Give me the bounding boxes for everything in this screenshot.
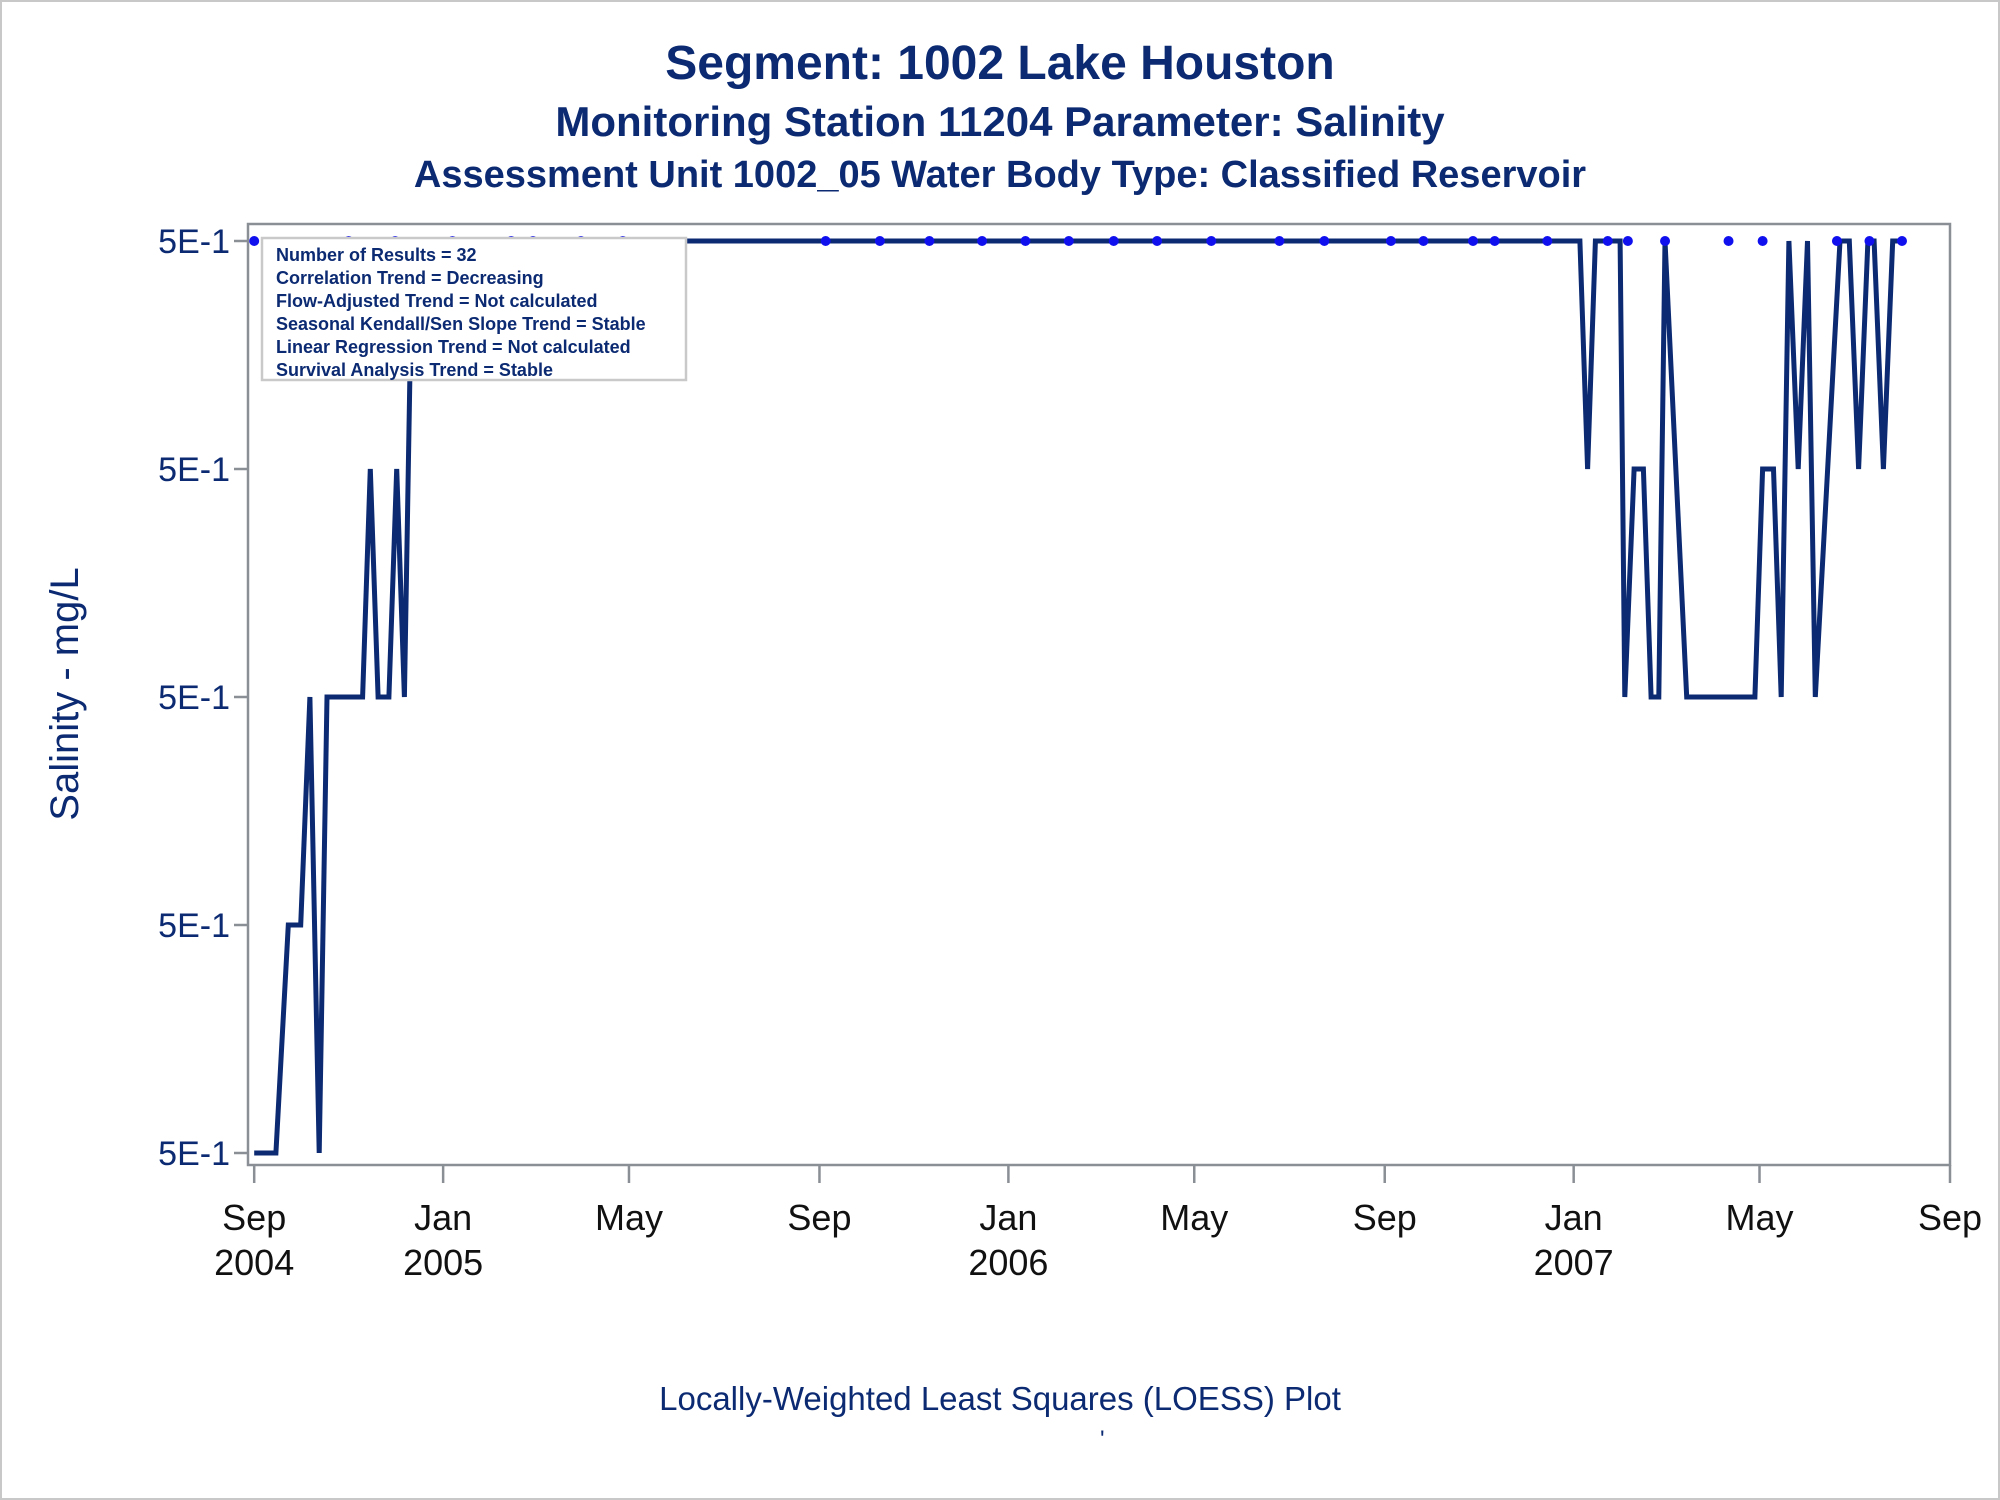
x-tick-label: May <box>1160 1197 1228 1238</box>
salinity-line <box>254 238 1902 1156</box>
x-tick-year-label: 2007 <box>1534 1242 1614 1283</box>
data-point <box>1385 236 1396 246</box>
stats-line: Correlation Trend = Decreasing <box>276 268 544 288</box>
footnote: Locally-Weighted Least Squares (LOESS) P… <box>659 1380 1341 1417</box>
data-point <box>977 236 988 246</box>
x-tick-label: Jan <box>1545 1197 1603 1238</box>
data-point <box>1468 236 1479 246</box>
data-point <box>1319 236 1330 246</box>
y-tick-label: 5E-1 <box>158 907 230 945</box>
data-point <box>1757 236 1768 246</box>
data-point <box>1108 236 1119 246</box>
x-tick-label: Sep <box>1918 1197 1982 1238</box>
data-point <box>1542 236 1553 246</box>
stats-box <box>260 236 688 382</box>
data-point <box>874 236 885 246</box>
data-point <box>1274 236 1285 246</box>
y-tick-label: 5E-1 <box>158 451 230 489</box>
x-tick-label: Sep <box>222 1197 286 1238</box>
data-point <box>820 236 831 246</box>
data-point <box>1622 236 1633 246</box>
stats-line: Flow-Adjusted Trend = Not calculated <box>276 291 598 311</box>
x-tick-label: Sep <box>787 1197 851 1238</box>
stats-line: Survival Analysis Trend = Stable <box>276 360 553 380</box>
plot-area <box>246 222 1952 1167</box>
x-tick-year-label: 2006 <box>968 1242 1048 1283</box>
data-point <box>1602 236 1613 246</box>
data-point <box>1063 236 1074 246</box>
x-tick-label: May <box>595 1197 663 1238</box>
stats-line: Linear Regression Trend = Not calculated <box>276 337 631 357</box>
stats-line: Number of Results = 32 <box>276 245 477 265</box>
x-tick-label: May <box>1726 1197 1794 1238</box>
chart-subtitle: Monitoring Station 11204 Parameter: Sali… <box>555 98 1445 145</box>
stats-line: Seasonal Kendall/Sen Slope Trend = Stabl… <box>276 314 646 334</box>
data-point <box>1489 236 1500 246</box>
chart-title: Segment: 1002 Lake Houston <box>665 37 1335 90</box>
data-point <box>1020 236 1031 246</box>
y-axis-label: Salinity - mg/L <box>43 567 87 820</box>
x-tick-year-label: 2005 <box>403 1242 483 1283</box>
chart-subtitle-2: Assessment Unit 1002_05 Water Body Type:… <box>413 154 1587 196</box>
data-point <box>1831 236 1842 246</box>
data-point <box>1896 236 1907 246</box>
data-point <box>249 236 260 246</box>
y-tick-label: 5E-1 <box>158 1135 230 1173</box>
data-point <box>1418 236 1429 246</box>
data-point <box>1660 236 1671 246</box>
y-tick-label: 5E-1 <box>158 223 230 261</box>
data-point <box>924 236 935 246</box>
data-point <box>1723 236 1734 246</box>
data-point <box>1864 236 1875 246</box>
x-tick-label: Jan <box>979 1197 1037 1238</box>
x-tick-year-label: 2004 <box>214 1242 294 1283</box>
y-tick-label: 5E-1 <box>158 679 230 717</box>
footnote-mark: ' <box>1100 1426 1105 1453</box>
data-point <box>1206 236 1217 246</box>
x-tick-label: Sep <box>1353 1197 1417 1238</box>
x-tick-label: Jan <box>414 1197 472 1238</box>
data-point <box>1152 236 1163 246</box>
